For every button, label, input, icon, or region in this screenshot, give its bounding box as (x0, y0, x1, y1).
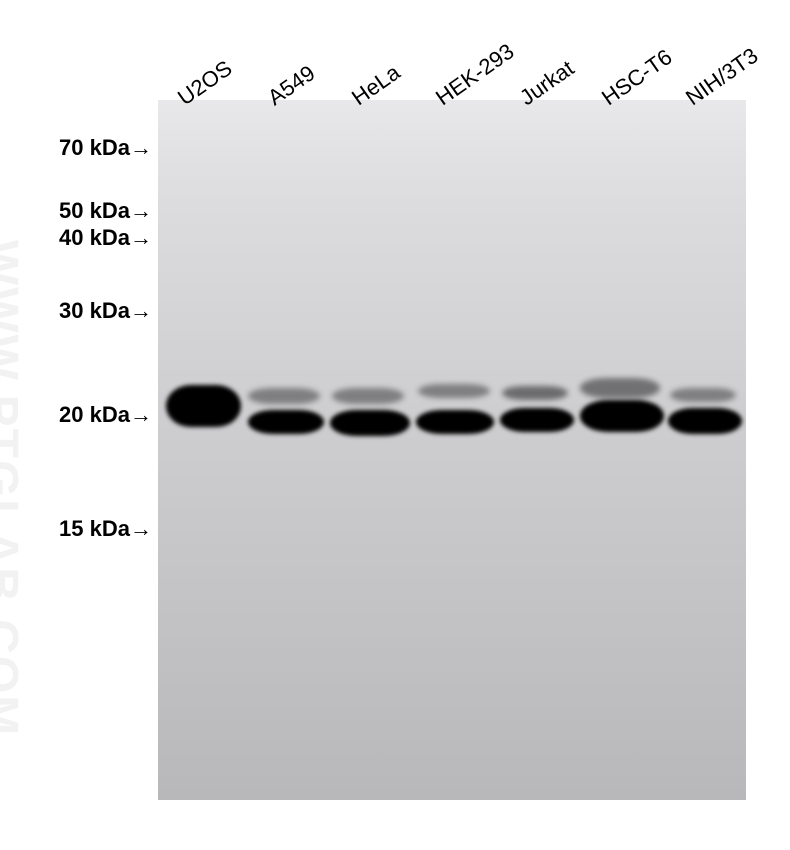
mw-marker-70: 70 kDa→ (12, 135, 152, 161)
band-u2os (166, 385, 241, 427)
mw-marker-50: 50 kDa→ (12, 198, 152, 224)
band-nih3t3-upper (670, 388, 736, 402)
band-hek293-upper (418, 384, 490, 398)
western-blot-figure: WWW.PTGLAB.COM 70 kDa→ 50 kDa→ 40 kDa→ 3… (0, 0, 790, 850)
mw-marker-15: 15 kDa→ (12, 516, 152, 542)
band-a549-lower (248, 410, 324, 434)
mw-marker-20: 20 kDa→ (12, 402, 152, 428)
mw-marker-30: 30 kDa→ (12, 298, 152, 324)
band-hsct6-upper (580, 378, 660, 398)
band-jurkat-upper (502, 386, 568, 400)
mw-marker-40: 40 kDa→ (12, 225, 152, 251)
band-a549-upper (248, 388, 320, 404)
band-hela-upper (332, 388, 404, 404)
band-nih3t3-lower (668, 408, 742, 434)
band-jurkat-lower (500, 408, 574, 432)
band-hsct6-lower (580, 400, 664, 432)
band-hek293-lower (416, 410, 494, 434)
band-hela-lower (330, 410, 410, 436)
blot-membrane (158, 100, 746, 800)
